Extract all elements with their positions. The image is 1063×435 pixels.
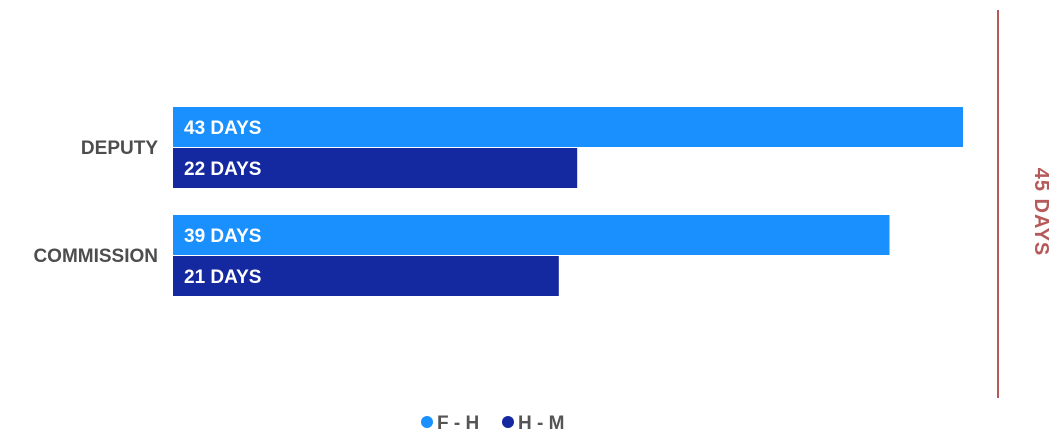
- bar-label-deputy-f-h: 43 DAYS: [184, 118, 261, 139]
- bars: [173, 107, 963, 296]
- legend-label-h-m: H - M: [518, 413, 564, 434]
- bar-commission-f-h: [173, 215, 890, 255]
- bar-deputy-f-h: [173, 107, 963, 147]
- reference-line-label: 45 DAYS: [1030, 168, 1052, 257]
- category-labels: DEPUTY COMMISSION: [33, 138, 158, 267]
- bar-label-commission-f-h: 39 DAYS: [184, 226, 261, 247]
- bar-label-commission-h-m: 21 DAYS: [184, 267, 261, 288]
- category-label-deputy: DEPUTY: [81, 138, 158, 159]
- bar-deputy-h-m: [173, 148, 578, 188]
- bar-commission-h-m: [173, 256, 559, 296]
- bar-label-deputy-h-m: 22 DAYS: [184, 159, 261, 180]
- legend-marker-h-m: [502, 416, 514, 428]
- legend-label-f-h: F - H: [437, 413, 479, 434]
- legend-marker-f-h: [421, 416, 433, 428]
- category-label-commission: COMMISSION: [33, 246, 158, 267]
- reference-line-group: 45 DAYS: [997, 10, 1052, 398]
- bar-value-labels: 43 DAYS 22 DAYS 39 DAYS 21 DAYS: [184, 118, 261, 288]
